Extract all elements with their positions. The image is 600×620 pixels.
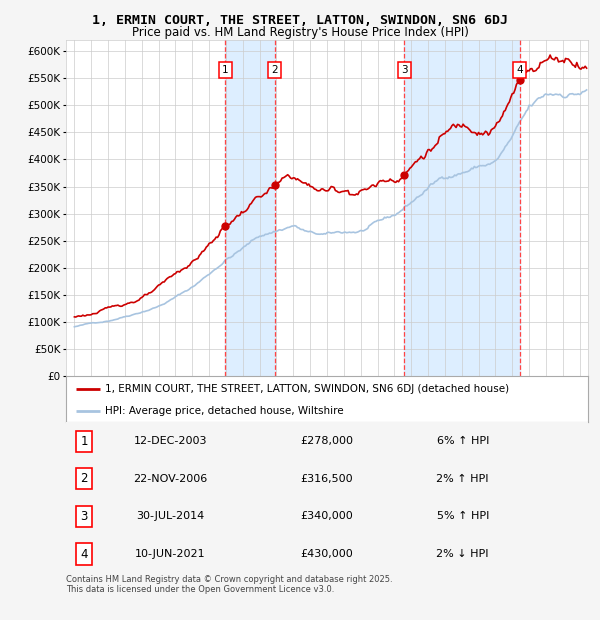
Text: 4: 4 [80,547,88,560]
Text: 1: 1 [222,65,229,75]
Text: 1: 1 [80,435,88,448]
Bar [225,40,275,376]
Text: 2: 2 [271,65,278,75]
Text: 3: 3 [401,65,407,75]
Text: 1, ERMIN COURT, THE STREET, LATTON, SWINDON, SN6 6DJ (detached house): 1, ERMIN COURT, THE STREET, LATTON, SWIN… [105,384,509,394]
Text: Contains HM Land Registry data © Crown copyright and database right 2025.
This d: Contains HM Land Registry data © Crown c… [66,575,392,594]
Text: Price paid vs. HM Land Registry's House Price Index (HPI): Price paid vs. HM Land Registry's House … [131,26,469,39]
Text: 10-JUN-2021: 10-JUN-2021 [135,549,206,559]
Text: £430,000: £430,000 [301,549,353,559]
Text: 3: 3 [80,510,88,523]
Text: 12-DEC-2003: 12-DEC-2003 [134,436,207,446]
Text: 2% ↑ HPI: 2% ↑ HPI [436,474,489,484]
Bar [404,40,520,376]
Text: £340,000: £340,000 [301,512,353,521]
Text: £278,000: £278,000 [301,436,353,446]
Text: 6% ↑ HPI: 6% ↑ HPI [437,436,489,446]
Text: 2: 2 [80,472,88,485]
Text: HPI: Average price, detached house, Wiltshire: HPI: Average price, detached house, Wilt… [105,405,344,416]
Text: 4: 4 [517,65,523,75]
Text: £316,500: £316,500 [301,474,353,484]
Text: 2% ↓ HPI: 2% ↓ HPI [436,549,489,559]
Text: 22-NOV-2006: 22-NOV-2006 [133,474,208,484]
Text: 1, ERMIN COURT, THE STREET, LATTON, SWINDON, SN6 6DJ: 1, ERMIN COURT, THE STREET, LATTON, SWIN… [92,14,508,27]
Text: 30-JUL-2014: 30-JUL-2014 [136,512,205,521]
Text: 5% ↑ HPI: 5% ↑ HPI [437,512,489,521]
